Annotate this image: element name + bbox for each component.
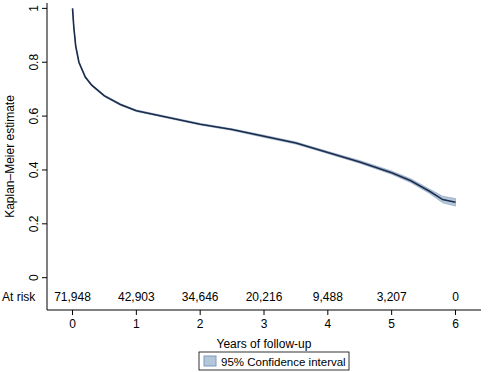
legend: 95% Confidence interval <box>199 352 349 370</box>
y-tick <box>42 169 47 170</box>
y-tick <box>42 223 47 224</box>
confidence-band <box>73 8 456 206</box>
x-axis-title: Years of follow-up <box>217 337 312 351</box>
at-risk-value: 34,646 <box>182 290 219 304</box>
x-tick-label: 6 <box>452 317 459 331</box>
at-risk-value: 42,903 <box>118 290 155 304</box>
x-tick <box>136 310 137 315</box>
y-tick-label: 0.6 <box>27 107 41 124</box>
y-axis-title: Kaplan–Meier estimate <box>3 95 17 218</box>
y-tick-label: 0.2 <box>27 215 41 232</box>
x-tick <box>455 310 456 315</box>
at-risk-value: 0 <box>452 290 459 304</box>
x-tick-label: 5 <box>388 317 395 331</box>
y-tick-label: 0.4 <box>27 161 41 178</box>
x-tick <box>391 310 392 315</box>
y-tick-label: 0.8 <box>27 54 41 71</box>
legend-label: 95% Confidence interval <box>221 356 346 368</box>
at-risk-value: 3,207 <box>377 290 407 304</box>
y-tick-label: 1 <box>27 5 41 12</box>
y-tick-label: 0 <box>27 274 41 281</box>
x-tick-label: 1 <box>133 317 140 331</box>
y-tick <box>42 8 47 9</box>
x-tick <box>327 310 328 315</box>
y-tick <box>42 277 47 278</box>
x-tick-label: 2 <box>197 317 204 331</box>
at-risk-value: 20,216 <box>246 290 283 304</box>
at-risk-value: 71,948 <box>54 290 91 304</box>
x-tick <box>200 310 201 315</box>
x-tick-label: 3 <box>261 317 268 331</box>
survival-line <box>73 8 456 202</box>
y-tick <box>42 62 47 63</box>
y-axis <box>47 3 48 310</box>
x-tick <box>72 310 73 315</box>
y-tick <box>42 116 47 117</box>
legend-swatch <box>204 356 216 366</box>
at-risk-value: 9,488 <box>313 290 343 304</box>
x-tick-label: 4 <box>324 317 331 331</box>
plot-area <box>73 8 456 206</box>
x-tick <box>264 310 265 315</box>
chart: 0 0.2 0.4 0.6 0.8 1 0 1 2 3 4 5 6 Kaplan–Meier estima… <box>0 0 500 372</box>
x-tick-label: 0 <box>69 317 76 331</box>
at-risk-label: At risk <box>2 290 36 304</box>
legend-box <box>199 352 349 370</box>
